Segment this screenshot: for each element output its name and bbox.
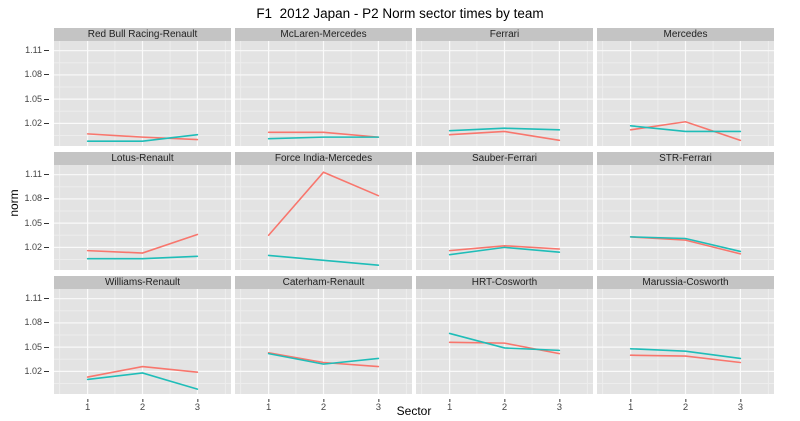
y-tick-label: 1.11 xyxy=(25,169,49,180)
series-teal-line xyxy=(450,247,560,254)
facet-row: 1.11 1.08 1.05 1.02 Red Bull Racing-Renault M… xyxy=(0,28,800,146)
panel-plot xyxy=(235,289,412,394)
series-teal-line xyxy=(269,354,379,365)
panel-plot xyxy=(416,165,593,270)
series-teal-line xyxy=(88,373,198,389)
y-tick-label: 1.08 xyxy=(24,69,49,80)
x-axis-cell: 1 2 3 xyxy=(54,399,231,413)
series-teal-line xyxy=(269,137,379,139)
facet-grid: 1.11 1.08 1.05 1.02 Red Bull Racing-Renault M… xyxy=(0,28,800,413)
series-red-line xyxy=(88,234,198,253)
series-red-line xyxy=(269,353,379,367)
facet-panel: HRT-Cosworth xyxy=(416,276,593,394)
facet-panel: Ferrari xyxy=(416,28,593,146)
series-teal-line xyxy=(631,237,741,252)
facet-strip-label: Marussia-Cosworth xyxy=(597,276,774,289)
y-axis-gutter: 1.11 1.08 1.05 1.02 xyxy=(0,276,50,394)
y-tick-label: 1.08 xyxy=(24,193,49,204)
x-tick-label: 3 xyxy=(737,399,744,413)
series-red-line xyxy=(269,172,379,235)
facet-strip-label: Caterham-Renault xyxy=(235,276,412,289)
x-tick-label: 2 xyxy=(139,399,146,413)
y-tick-label: 1.05 xyxy=(24,93,49,104)
panel-plot xyxy=(416,41,593,146)
facet-strip-label: HRT-Cosworth xyxy=(416,276,593,289)
series-teal-line xyxy=(450,333,560,350)
panel-plot xyxy=(597,165,774,270)
panel-plot xyxy=(235,165,412,270)
facet-strip-label: Ferrari xyxy=(416,28,593,41)
facet-strip-label: Red Bull Racing-Renault xyxy=(54,28,231,41)
facet-panel: McLaren-Mercedes xyxy=(235,28,412,146)
facet-panel: Williams-Renault xyxy=(54,276,231,394)
x-axis-row: 1 2 3 1 2 3 1 2 3 1 2 3 xyxy=(0,399,800,413)
x-axis-cell: 1 2 3 xyxy=(597,399,774,413)
x-tick-label: 1 xyxy=(627,399,634,413)
x-tick-label: 2 xyxy=(682,399,689,413)
series-red-line xyxy=(88,367,198,378)
facet-row: 1.11 1.08 1.05 1.02 Williams-Renault Caterham… xyxy=(0,276,800,394)
x-tick-label: 3 xyxy=(375,399,382,413)
series-teal-line xyxy=(88,256,198,258)
series-red-line xyxy=(450,131,560,140)
series-red-line xyxy=(631,355,741,362)
facet-panel: STR-Ferrari xyxy=(597,152,774,270)
facet-strip-label: Mercedes xyxy=(597,28,774,41)
x-tick-label: 3 xyxy=(194,399,201,413)
series-teal-line xyxy=(450,128,560,130)
series-teal-line xyxy=(631,349,741,359)
facet-strip-label: Lotus-Renault xyxy=(54,152,231,165)
facet-panel: Red Bull Racing-Renault xyxy=(54,28,231,146)
x-tick-label: 2 xyxy=(320,399,327,413)
y-axis-gutter xyxy=(0,400,50,421)
panel-plot xyxy=(54,165,231,270)
x-axis-cell: 1 2 3 xyxy=(416,399,593,413)
panel-plot xyxy=(235,41,412,146)
facet-panel: Caterham-Renault xyxy=(235,276,412,394)
panel-plot xyxy=(597,289,774,394)
x-axis-label: Sector xyxy=(396,404,432,418)
facet-panel: Sauber-Ferrari xyxy=(416,152,593,270)
y-tick-label: 1.02 xyxy=(24,117,49,128)
y-tick-label: 1.02 xyxy=(24,365,49,376)
facet-strip-label: Force India-Mercedes xyxy=(235,152,412,165)
facet-strip-label: STR-Ferrari xyxy=(597,152,774,165)
series-red-line xyxy=(269,132,379,137)
facet-strip-label: Sauber-Ferrari xyxy=(416,152,593,165)
x-tick-label: 1 xyxy=(446,399,453,413)
facet-panel: Marussia-Cosworth xyxy=(597,276,774,394)
panel-plot xyxy=(54,289,231,394)
facet-panel: Force India-Mercedes xyxy=(235,152,412,270)
series-teal-line xyxy=(88,135,198,141)
panel-plot xyxy=(416,289,593,394)
y-tick-label: 1.05 xyxy=(24,217,49,228)
y-tick-label: 1.05 xyxy=(24,341,49,352)
y-axis-gutter: 1.11 1.08 1.05 1.02 xyxy=(0,152,50,270)
x-tick-label: 3 xyxy=(556,399,563,413)
facet-row: 1.11 1.08 1.05 1.02 Lotus-Renault Force India… xyxy=(0,152,800,270)
panel-plot xyxy=(597,41,774,146)
chart-title: F1 2012 Japan - P2 Norm sector times by … xyxy=(256,6,544,21)
y-tick-label: 1.08 xyxy=(24,317,49,328)
panel-plot xyxy=(54,41,231,146)
x-axis-cell: 1 2 3 xyxy=(235,399,412,413)
y-tick-label: 1.02 xyxy=(24,241,49,252)
y-tick-label: 1.11 xyxy=(25,293,49,304)
x-tick-label: 2 xyxy=(501,399,508,413)
x-tick-label: 1 xyxy=(84,399,91,413)
facet-strip-label: McLaren-Mercedes xyxy=(235,28,412,41)
series-teal-line xyxy=(631,126,741,132)
y-axis-gutter: 1.11 1.08 1.05 1.02 xyxy=(0,28,50,146)
facet-panel: Mercedes xyxy=(597,28,774,146)
facet-strip-label: Williams-Renault xyxy=(54,276,231,289)
y-tick-label: 1.11 xyxy=(25,45,49,56)
series-red-line xyxy=(88,134,198,140)
series-teal-line xyxy=(269,255,379,265)
x-tick-label: 1 xyxy=(265,399,272,413)
facet-panel: Lotus-Renault xyxy=(54,152,231,270)
series-red-line xyxy=(450,246,560,251)
